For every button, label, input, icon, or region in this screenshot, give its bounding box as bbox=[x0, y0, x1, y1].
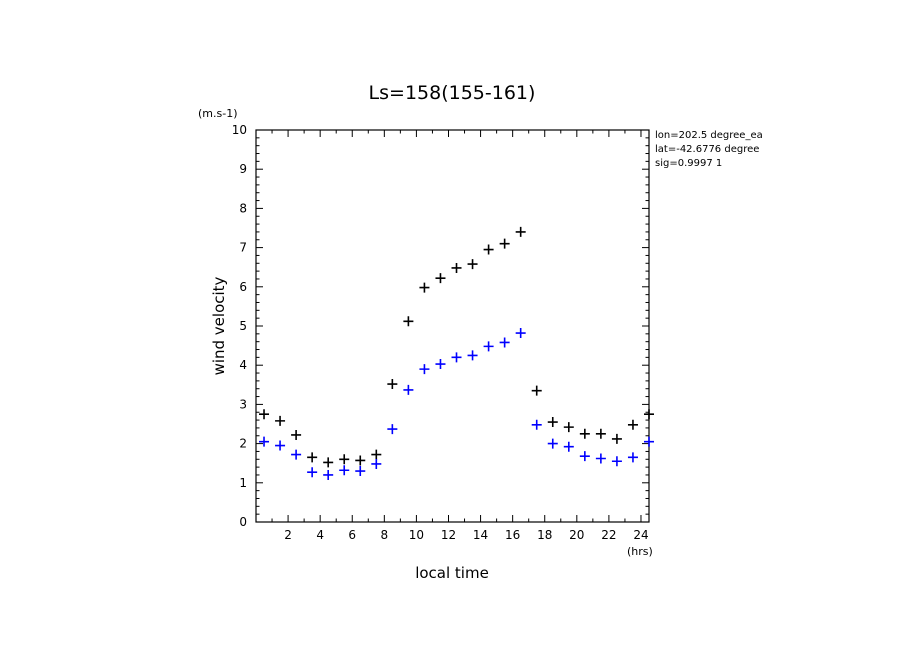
data-point bbox=[499, 337, 510, 348]
axis-ticks bbox=[256, 129, 649, 523]
data-points bbox=[259, 226, 654, 480]
data-point bbox=[627, 419, 638, 430]
y-tick-label: 0 bbox=[239, 515, 247, 529]
data-point bbox=[547, 438, 558, 449]
data-point bbox=[451, 352, 462, 363]
y-tick-label: 3 bbox=[239, 397, 247, 411]
data-point bbox=[611, 433, 622, 444]
data-point bbox=[259, 409, 270, 420]
data-point bbox=[563, 422, 574, 433]
data-point bbox=[275, 415, 286, 426]
x-tick-label: 22 bbox=[601, 528, 616, 542]
y-axis-label: wind velocity bbox=[210, 276, 228, 375]
data-point bbox=[563, 441, 574, 452]
y-tick-label: 10 bbox=[232, 123, 247, 137]
info-line-sig: sig=0.9997 1 bbox=[655, 158, 722, 169]
data-point bbox=[451, 262, 462, 273]
data-point bbox=[355, 466, 366, 477]
data-point bbox=[435, 359, 446, 370]
x-tick-label: 24 bbox=[633, 528, 648, 542]
data-point bbox=[515, 226, 526, 237]
x-tick-label: 18 bbox=[537, 528, 552, 542]
data-point bbox=[323, 457, 334, 468]
data-point bbox=[403, 384, 414, 395]
x-tick-label: 4 bbox=[316, 528, 324, 542]
data-point bbox=[323, 469, 334, 480]
data-point bbox=[627, 452, 638, 463]
data-point bbox=[467, 259, 478, 270]
info-line-lat: lat=-42.6776 degree bbox=[655, 144, 759, 155]
y-tick-label: 8 bbox=[239, 201, 247, 215]
x-tick-label: 8 bbox=[381, 528, 389, 542]
x-unit-label: (hrs) bbox=[627, 545, 653, 558]
data-point bbox=[387, 379, 398, 390]
data-point bbox=[355, 455, 366, 466]
data-point bbox=[339, 465, 350, 476]
data-point bbox=[531, 419, 542, 430]
data-point bbox=[579, 451, 590, 462]
x-tick-labels: 2 4 6 8 10 12 14 16 18 20 22 24 bbox=[284, 528, 648, 542]
data-point bbox=[595, 453, 606, 464]
data-point bbox=[259, 436, 270, 447]
data-point bbox=[291, 429, 302, 440]
x-axis-label: local time bbox=[415, 564, 489, 582]
x-tick-label: 14 bbox=[473, 528, 488, 542]
data-point bbox=[644, 409, 654, 420]
x-tick-label: 6 bbox=[348, 528, 356, 542]
x-tick-label: 12 bbox=[441, 528, 456, 542]
chart-title: Ls=158(155-161) bbox=[369, 82, 536, 104]
data-point bbox=[531, 385, 542, 396]
data-point bbox=[291, 449, 302, 460]
data-point bbox=[435, 273, 446, 284]
y-unit-label: (m.s-1) bbox=[198, 107, 238, 120]
data-point bbox=[547, 417, 558, 428]
y-tick-label: 1 bbox=[239, 476, 247, 490]
y-tick-label: 2 bbox=[239, 437, 247, 451]
data-point bbox=[307, 467, 318, 478]
x-tick-label: 10 bbox=[409, 528, 424, 542]
series-1 bbox=[259, 226, 654, 468]
info-line-lon: lon=202.5 degree_ea bbox=[655, 130, 763, 141]
data-point bbox=[467, 350, 478, 361]
y-tick-label: 7 bbox=[239, 241, 247, 255]
data-point bbox=[611, 456, 622, 467]
x-tick-label: 2 bbox=[284, 528, 292, 542]
data-point bbox=[371, 458, 382, 469]
y-tick-label: 4 bbox=[239, 358, 247, 372]
data-point bbox=[483, 341, 494, 352]
data-point bbox=[419, 282, 430, 293]
data-point bbox=[275, 440, 286, 451]
data-point bbox=[403, 316, 414, 327]
data-point bbox=[595, 428, 606, 439]
data-point bbox=[307, 452, 318, 463]
info-box: lon=202.5 degree_ea lat=-42.6776 degree … bbox=[655, 130, 763, 169]
y-tick-labels: 0 1 2 3 4 5 6 7 8 9 10 bbox=[232, 123, 247, 529]
data-point bbox=[339, 454, 350, 465]
y-tick-label: 6 bbox=[239, 280, 247, 294]
data-point bbox=[387, 424, 398, 435]
data-point bbox=[579, 428, 590, 439]
x-tick-label: 20 bbox=[569, 528, 584, 542]
data-point bbox=[371, 449, 382, 460]
y-tick-label: 9 bbox=[239, 162, 247, 176]
data-point bbox=[419, 364, 430, 375]
y-tick-label: 5 bbox=[239, 319, 247, 333]
series-2 bbox=[259, 328, 654, 480]
data-point bbox=[483, 244, 494, 255]
data-point bbox=[515, 328, 526, 339]
plot-frame bbox=[255, 129, 650, 523]
data-point bbox=[644, 436, 654, 447]
x-tick-label: 16 bbox=[505, 528, 520, 542]
data-point bbox=[499, 238, 510, 249]
